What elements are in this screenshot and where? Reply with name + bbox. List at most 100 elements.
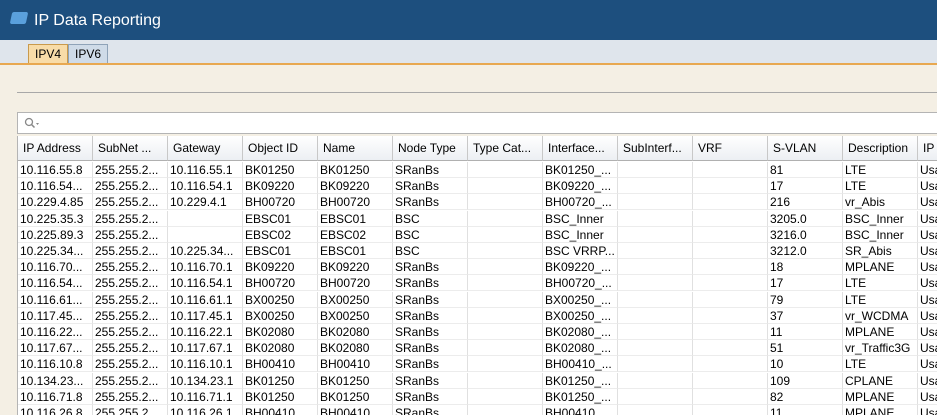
- cell: 3205.0: [768, 210, 843, 227]
- cell: 255.255.2...: [93, 356, 168, 373]
- cell: Usa: [918, 324, 937, 340]
- cell: 216: [768, 194, 843, 211]
- column-header[interactable]: IP Address: [18, 136, 93, 161]
- tab[interactable]: IPV6: [68, 44, 108, 63]
- cell: LTE: [843, 356, 918, 373]
- search-box[interactable]: [17, 112, 937, 134]
- cell: [468, 210, 543, 227]
- cell: 255.255.2...: [93, 259, 168, 276]
- cell: [693, 340, 768, 357]
- cell: [618, 340, 693, 357]
- cell: [468, 194, 543, 211]
- cell: [468, 275, 543, 292]
- cell: [693, 405, 768, 415]
- column-header[interactable]: IP: [918, 136, 937, 161]
- column-header[interactable]: Node Type: [393, 136, 468, 161]
- cell: SRanBs: [393, 178, 468, 195]
- cell: SRanBs: [393, 259, 468, 276]
- column-header[interactable]: Interface...: [543, 136, 618, 161]
- cell: BK09220: [318, 259, 393, 276]
- title-bar: IP Data Reporting: [0, 0, 937, 40]
- cell: 255.255.2...: [93, 178, 168, 195]
- cell: BH00720: [318, 194, 393, 211]
- app-icon: [9, 12, 29, 24]
- cell: [693, 243, 768, 259]
- cell: BH00410: [243, 356, 318, 373]
- column-header[interactable]: Gateway: [168, 136, 243, 161]
- column-header[interactable]: S-VLAN: [768, 136, 843, 161]
- cell: [618, 259, 693, 276]
- cell: 10.225.35.3: [18, 210, 93, 227]
- cell: EBSC02: [243, 226, 318, 243]
- cell: [693, 275, 768, 292]
- cell: 10.116.55.1: [168, 162, 243, 178]
- column-header[interactable]: Object ID: [243, 136, 318, 161]
- search-icon: [24, 117, 39, 129]
- cell: Usa: [918, 194, 937, 211]
- cell: Usa: [918, 243, 937, 259]
- cell: BH00410_...: [543, 405, 618, 415]
- cell: [618, 243, 693, 259]
- column-header[interactable]: SubInterf...: [618, 136, 693, 161]
- column-header[interactable]: Description: [843, 136, 918, 161]
- cell: SRanBs: [393, 372, 468, 389]
- cell: MPLANE: [843, 259, 918, 276]
- cell: BK02080: [243, 324, 318, 340]
- cell: 255.255.2...: [93, 388, 168, 405]
- cell: Usa: [918, 275, 937, 292]
- cell: [693, 324, 768, 340]
- cell: LTE: [843, 275, 918, 292]
- cell: BSC: [393, 226, 468, 243]
- cell: LTE: [843, 162, 918, 178]
- cell: BSC: [393, 243, 468, 259]
- cell: BK02080: [318, 340, 393, 357]
- cell: 255.255.2...: [93, 324, 168, 340]
- cell: [618, 226, 693, 243]
- cell: 255.255.2...: [93, 291, 168, 308]
- cell: 10.116.54...: [18, 178, 93, 195]
- cell: BK09220: [243, 178, 318, 195]
- column-header[interactable]: VRF: [693, 136, 768, 161]
- cell: BX00250: [243, 291, 318, 308]
- cell: BK01250_...: [543, 372, 618, 389]
- cell: BK01250_...: [543, 162, 618, 178]
- cell: BX00250: [243, 307, 318, 324]
- cell: [468, 307, 543, 324]
- cell: BK01250: [318, 162, 393, 178]
- cell: BK01250: [243, 372, 318, 389]
- window-title: IP Data Reporting: [34, 12, 161, 29]
- cell: 37: [768, 307, 843, 324]
- cell: 255.255.2...: [93, 226, 168, 243]
- cell: LTE: [843, 178, 918, 195]
- data-grid: IP Address SubNet ... Gateway Object ID Name…: [17, 136, 937, 415]
- column-header[interactable]: Name: [318, 136, 393, 161]
- cell: 10.117.45.1: [168, 307, 243, 324]
- column-header[interactable]: SubNet ...: [93, 136, 168, 161]
- cell: 10.116.61...: [18, 291, 93, 308]
- cell: 17: [768, 178, 843, 195]
- cell: 10.225.34...: [18, 243, 93, 259]
- cell: BSC_Inner: [543, 210, 618, 227]
- cell: 10.116.71.8: [18, 388, 93, 405]
- cell: BSC_Inner: [843, 226, 918, 243]
- column-header[interactable]: Type Cat...: [468, 136, 543, 161]
- cell: BK02080_...: [543, 340, 618, 357]
- cell: 3212.0: [768, 243, 843, 259]
- cell: [693, 372, 768, 389]
- cell: [693, 307, 768, 324]
- tab[interactable]: IPV4: [28, 44, 68, 63]
- cell: [168, 226, 243, 243]
- cell: BH00720: [318, 275, 393, 292]
- cell: [618, 162, 693, 178]
- cell: BK01250: [318, 388, 393, 405]
- cell: vr_WCDMA: [843, 307, 918, 324]
- cell: 10.116.55.8: [18, 162, 93, 178]
- cell: Usa: [918, 308, 937, 324]
- cell: 10.117.45...: [18, 307, 93, 324]
- cell: [168, 210, 243, 227]
- cell: LTE: [843, 291, 918, 308]
- cell: 10.116.26.8: [18, 405, 93, 415]
- separator: [17, 92, 937, 93]
- cell: SRanBs: [393, 388, 468, 405]
